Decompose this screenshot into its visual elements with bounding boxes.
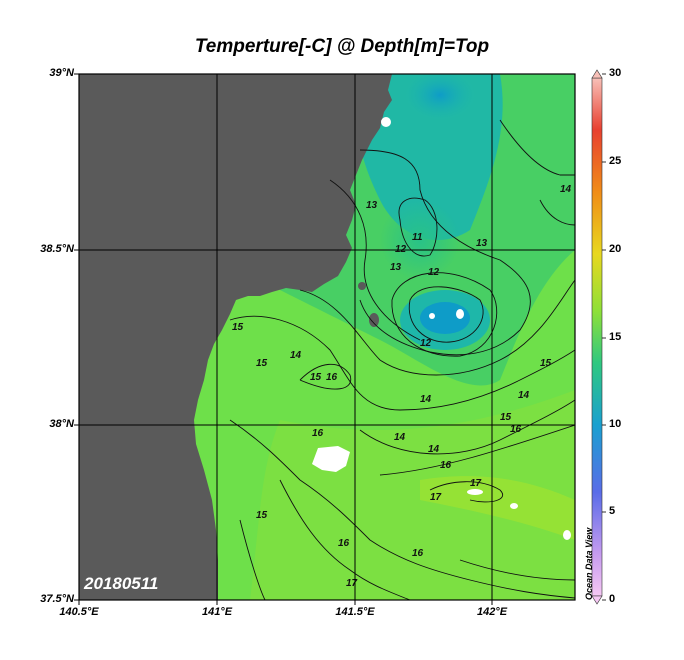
contour-label: 14: [428, 444, 440, 455]
contour-label: 12: [420, 338, 432, 349]
map-frame: [78, 73, 576, 601]
cold-eddy-upper: [405, 74, 475, 120]
contour-label: 14: [560, 184, 572, 195]
missing-data-patch: [510, 503, 518, 509]
lat-label: 37.5°N: [40, 593, 74, 605]
contour-label: 16: [440, 460, 452, 471]
map-title: Temperture[-C] @ Depth[m]=Top: [194, 36, 490, 57]
graticule: [79, 74, 575, 600]
colorbar: [591, 77, 603, 597]
lat-label: 38.5°N: [40, 243, 74, 255]
lat-label: 38°N: [49, 418, 74, 430]
island: [369, 313, 379, 327]
colorbar-label: 15: [609, 331, 622, 343]
contour-label: 13: [476, 238, 488, 249]
lon-label: 140.5°E: [59, 606, 99, 618]
contour-label: 11: [412, 232, 423, 243]
contour-label: 14: [290, 350, 302, 361]
contour-label: 15: [310, 372, 322, 383]
contour-label: 14: [394, 432, 406, 443]
missing-data-patch: [467, 489, 483, 495]
contour-label: 15: [540, 358, 552, 369]
contour-label-group: 11 12 12 12 13 13 13 14 14 14 14 14 14 1…: [232, 184, 572, 589]
colorbar-label: 0: [609, 593, 616, 605]
missing-data-patch: [312, 446, 350, 472]
colorbar-top-arrow: [591, 69, 603, 79]
colorbar-label: 25: [609, 155, 622, 167]
contour-label: 13: [390, 262, 402, 273]
missing-data-patch: [563, 530, 571, 540]
date-stamp: 20180511: [84, 574, 159, 593]
land-mass: [79, 74, 392, 600]
contour-label: 16: [326, 372, 338, 383]
contour-label: 15: [256, 358, 268, 369]
lon-label: 141°E: [201, 606, 233, 618]
lon-label: 142°E: [476, 606, 508, 618]
axis-ticks: [74, 73, 493, 605]
contour-label: 15: [232, 322, 244, 333]
contour-lines: [229, 119, 575, 600]
contour-label: 15: [500, 412, 512, 423]
lon-label: 141.5°E: [335, 606, 375, 618]
contour-label: 17: [470, 478, 482, 489]
cold-eddy-core: [420, 302, 470, 334]
colorbar-label: 20: [609, 243, 622, 255]
watermark: Ocean Data View: [584, 527, 594, 600]
contour-label: 14: [420, 394, 432, 405]
contour-label: 16: [338, 538, 350, 549]
lat-label: 39°N: [49, 67, 74, 79]
contour-label: 17: [346, 578, 358, 589]
missing-data-patch: [381, 117, 391, 127]
colorbar-label: 5: [609, 505, 616, 517]
contour-label: 12: [428, 267, 440, 278]
colorbar-label: 30: [609, 67, 622, 79]
contour-label: 14: [518, 390, 530, 401]
contour-label: 16: [312, 428, 324, 439]
missing-data-patch: [456, 309, 464, 319]
warmest-band: [420, 476, 575, 540]
contour-label: 17: [430, 492, 442, 503]
colorbar-ticks: [602, 73, 606, 601]
contour-label: 13: [366, 200, 378, 211]
contour-label: 16: [510, 424, 522, 435]
missing-data-patch: [429, 313, 435, 319]
colorbar-bottom-arrow: [591, 595, 603, 605]
contour-label: 16: [412, 548, 424, 559]
cool-core-north: [356, 74, 503, 240]
island: [358, 282, 366, 290]
colorbar-label: 10: [609, 418, 622, 430]
contour-label: 15: [256, 510, 268, 521]
